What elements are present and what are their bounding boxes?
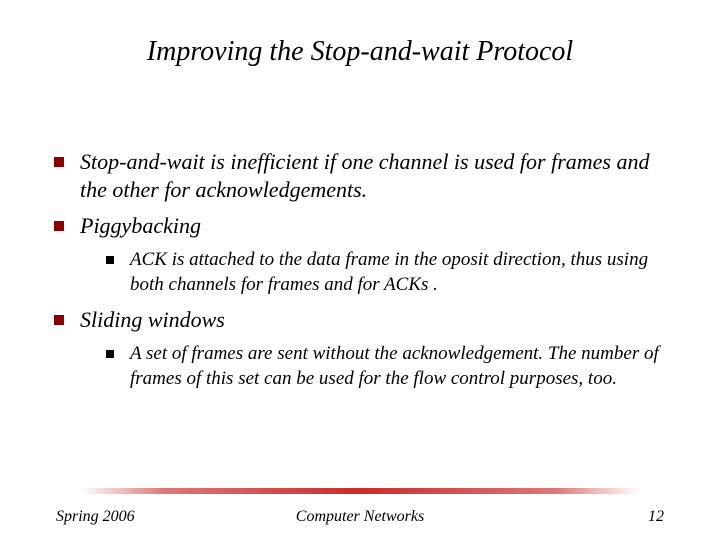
bullet-item: Sliding windows A set of frames are sent… xyxy=(50,306,664,392)
bullet-item: Piggybacking ACK is attached to the data… xyxy=(50,212,664,298)
sub-bullet-list: A set of frames are sent without the ack… xyxy=(80,342,664,391)
decorative-bar xyxy=(80,488,640,494)
bullet-text: Piggybacking xyxy=(80,213,201,238)
bullet-item: Stop-and-wait is inefficient if one chan… xyxy=(50,148,664,204)
sub-bullet-list: ACK is attached to the data frame in the… xyxy=(80,248,664,297)
footer: Spring 2006 Computer Networks 12 xyxy=(0,508,720,526)
sub-bullet-item: ACK is attached to the data frame in the… xyxy=(102,248,664,297)
bullet-list: Stop-and-wait is inefficient if one chan… xyxy=(50,148,664,391)
bullet-text: Sliding windows xyxy=(80,307,225,332)
footer-course: Computer Networks xyxy=(0,508,720,526)
bullet-text: Stop-and-wait is inefficient if one chan… xyxy=(80,149,650,202)
sub-bullet-text: ACK is attached to the data frame in the… xyxy=(130,249,648,295)
content-area: Stop-and-wait is inefficient if one chan… xyxy=(50,148,670,391)
sub-bullet-text: A set of frames are sent without the ack… xyxy=(130,343,659,389)
slide-title: Improving the Stop-and-wait Protocol xyxy=(50,36,670,68)
sub-bullet-item: A set of frames are sent without the ack… xyxy=(102,342,664,391)
slide: Improving the Stop-and-wait Protocol Sto… xyxy=(0,0,720,540)
footer-page-number: 12 xyxy=(648,508,664,526)
